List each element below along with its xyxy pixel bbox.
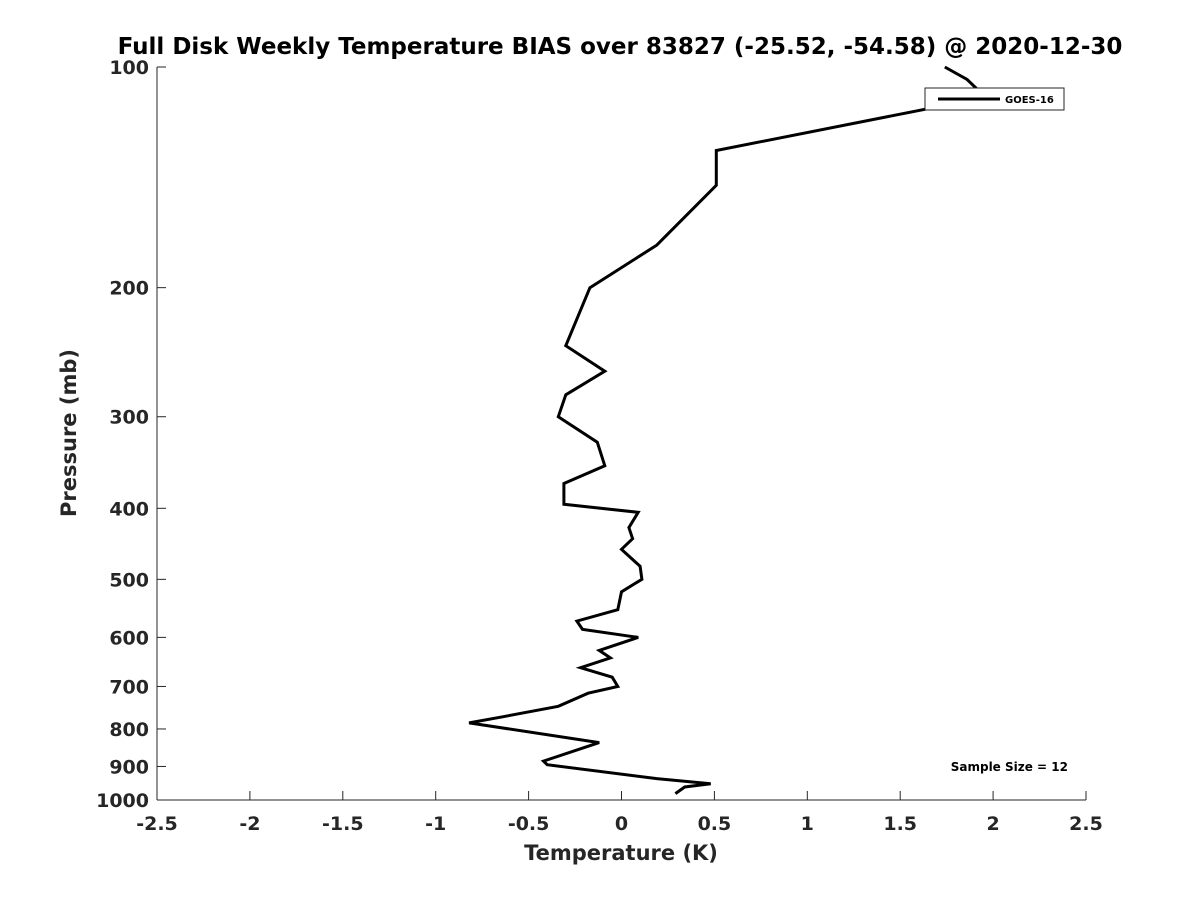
x-tick-label: -0.5	[508, 813, 550, 835]
y-ticks: 100 200 300 400 500 600 700 800 900 1000	[96, 57, 166, 812]
x-tick-label: 2	[986, 813, 999, 835]
series-line-goes-16	[468, 65, 989, 795]
y-tick-label: 600	[109, 627, 149, 649]
x-tick-label: 1	[801, 813, 814, 835]
sample-size-annotation: Sample Size = 12	[951, 760, 1068, 774]
y-tick-label: 1000	[96, 790, 149, 812]
chart-title: Full Disk Weekly Temperature BIAS over 8…	[118, 34, 1123, 60]
x-tick-label: -1.5	[322, 813, 364, 835]
x-axis-label: Temperature (K)	[524, 841, 718, 865]
x-tick-label: -1	[425, 813, 446, 835]
y-tick-label: 400	[109, 498, 149, 520]
y-tick-label: 500	[109, 569, 149, 591]
plot-area	[468, 65, 989, 795]
x-ticks: -2.5 -2 -1.5 -1 -0.5 0 0.5 1 1.5 2 2.5	[136, 791, 1103, 835]
legend-entry-goes-16: GOES-16	[1005, 95, 1054, 106]
x-tick-label: 0.5	[698, 813, 732, 835]
y-tick-label: 900	[109, 756, 149, 778]
y-tick-label: 700	[109, 676, 149, 698]
x-tick-label: -2	[239, 813, 260, 835]
legend: GOES-16	[924, 87, 1065, 111]
x-tick-label: 0	[615, 813, 628, 835]
x-tick-label: 2.5	[1069, 813, 1103, 835]
y-tick-label: 200	[109, 278, 149, 300]
y-tick-label: 300	[109, 407, 149, 429]
x-tick-label: -2.5	[136, 813, 178, 835]
y-tick-label: 100	[109, 57, 149, 79]
x-tick-label: 1.5	[883, 813, 917, 835]
y-axis-label: Pressure (mb)	[57, 349, 81, 517]
y-tick-label: 800	[109, 719, 149, 741]
